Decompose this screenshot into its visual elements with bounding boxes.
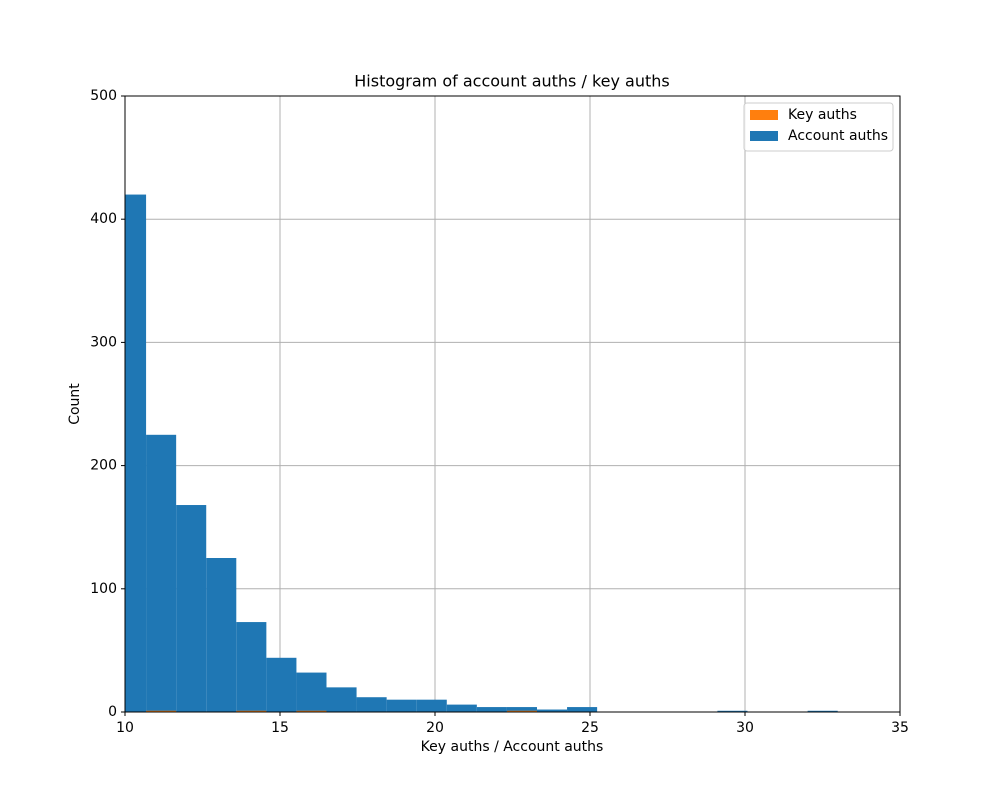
axes-frame bbox=[124, 95, 901, 713]
legend-box bbox=[743, 102, 894, 152]
y-axis-label: Count bbox=[67, 383, 83, 425]
histogram-bar bbox=[125, 194, 147, 712]
chart-title: Histogram of account auths / key auths bbox=[354, 72, 669, 91]
legend: Key auths Account auths bbox=[743, 102, 894, 152]
ticks: 0 100 200 300 400 500 10 15 20 25 30 35 bbox=[90, 88, 909, 736]
histogram-bar bbox=[717, 710, 748, 712]
histogram-bar bbox=[567, 707, 598, 712]
histogram-bar bbox=[236, 710, 267, 712]
histogram-bar bbox=[416, 699, 447, 712]
legend-label: Key auths bbox=[788, 107, 857, 123]
y-tick-label: 500 bbox=[90, 88, 117, 104]
y-tick-label: 200 bbox=[90, 458, 117, 474]
histogram-bar bbox=[807, 710, 838, 712]
histogram-bar bbox=[176, 505, 207, 712]
x-tick-label: 30 bbox=[736, 720, 754, 736]
grid bbox=[124, 95, 901, 713]
histogram-bar bbox=[446, 704, 477, 712]
histogram-bar bbox=[296, 672, 327, 712]
histogram-bar bbox=[476, 707, 507, 712]
legend-label: Account auths bbox=[788, 128, 888, 144]
bars bbox=[125, 194, 838, 712]
histogram-bar bbox=[146, 434, 177, 712]
y-tick-label: 100 bbox=[90, 581, 117, 597]
x-tick-label: 25 bbox=[581, 720, 599, 736]
histogram-bar bbox=[266, 657, 297, 712]
y-tick-label: 400 bbox=[90, 211, 117, 227]
x-tick-label: 35 bbox=[891, 720, 909, 736]
legend-swatch bbox=[750, 110, 778, 120]
histogram-bar bbox=[296, 710, 327, 712]
histogram-bar bbox=[206, 558, 237, 712]
histogram-bar bbox=[386, 699, 417, 712]
histogram-bar bbox=[236, 622, 267, 712]
histogram-bar bbox=[506, 710, 537, 712]
x-tick-label: 10 bbox=[116, 720, 134, 736]
legend-swatch bbox=[750, 131, 778, 141]
histogram-bar bbox=[146, 710, 177, 712]
histogram-bar bbox=[536, 709, 568, 712]
histogram-bar bbox=[326, 687, 357, 712]
x-tick-label: 20 bbox=[426, 720, 444, 736]
y-tick-label: 300 bbox=[90, 334, 117, 350]
y-tick-label: 0 bbox=[108, 704, 117, 720]
histogram-bar bbox=[356, 697, 387, 712]
x-axis-label: Key auths / Account auths bbox=[421, 739, 604, 755]
x-tick-label: 15 bbox=[271, 720, 289, 736]
histogram-bar bbox=[506, 707, 537, 712]
